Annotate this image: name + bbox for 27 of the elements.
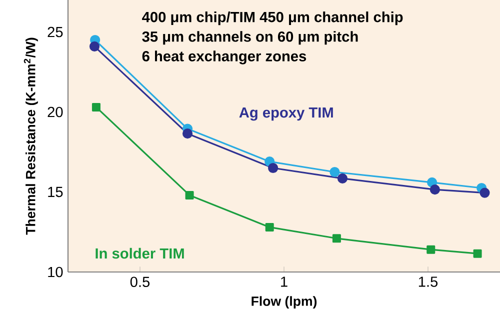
point [185, 190, 194, 200]
text: In solder TIM [96, 248, 184, 259]
point [182, 128, 193, 139]
y-axis-title: Thermal Resistance (K-mm$^{2}$/W) [24, 38, 38, 235]
point [330, 166, 340, 178]
point [332, 234, 341, 243]
text: Ag epoxy TIM [239, 108, 333, 121]
y-tick-label: 20 [48, 106, 63, 118]
y-tick-label: 25 [48, 26, 63, 38]
x-axis-title: Flow (lpm) [252, 296, 317, 309]
point [473, 249, 482, 258]
annotation: 35 μm channels on 60 μm pitch [142, 31, 358, 45]
annotation: 6 heat exchanger zones [142, 50, 306, 64]
x-tick-label: 1 [281, 276, 288, 287]
annotation: 400 μm chip/TIM 450 μm channel chip [142, 11, 403, 26]
y-tick-label: 10 [48, 266, 63, 278]
point [268, 162, 278, 174]
point [430, 184, 440, 195]
point [89, 41, 100, 52]
y-tick-label: 15 [48, 186, 63, 198]
x-tick-label: 0.5 [130, 276, 150, 288]
point [426, 245, 436, 254]
point [337, 173, 348, 184]
x-tick-label: 1.5 [418, 276, 438, 287]
point [265, 222, 274, 232]
point [480, 188, 490, 198]
point [92, 102, 100, 112]
